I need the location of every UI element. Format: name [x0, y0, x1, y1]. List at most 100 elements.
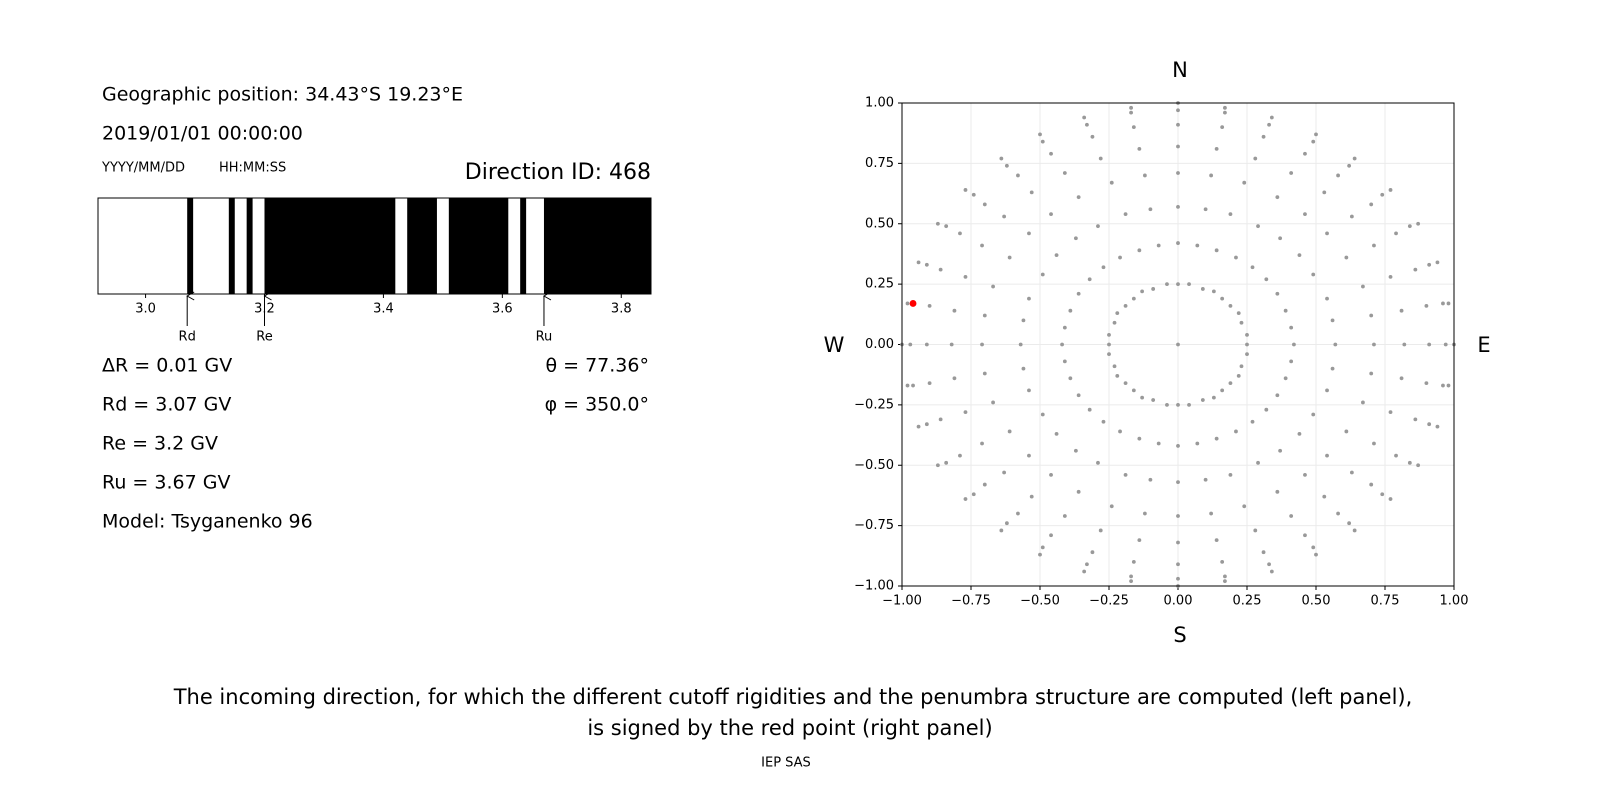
direction-point	[911, 383, 915, 388]
direction-point	[1352, 156, 1357, 161]
direction-point	[1278, 448, 1283, 453]
direction-point	[1148, 477, 1153, 482]
direction-point	[1151, 287, 1156, 291]
direction-point	[1118, 255, 1122, 260]
direction-point	[1369, 313, 1374, 318]
direction-point	[1176, 122, 1180, 127]
direction-point	[1040, 412, 1045, 417]
direction-point	[963, 497, 968, 501]
direction-point	[1195, 441, 1200, 446]
direction-point	[1176, 171, 1180, 175]
direction-point	[1325, 453, 1329, 458]
direction-point	[1336, 511, 1340, 516]
result-line: Ru = 3.67 GV	[102, 472, 230, 494]
direction-point	[1424, 303, 1429, 308]
direction-point	[1250, 419, 1255, 424]
direction-point	[1076, 195, 1081, 200]
direction-point	[1402, 342, 1407, 347]
direction-point	[1380, 492, 1385, 497]
direction-point	[1223, 110, 1227, 115]
direction-point	[1131, 125, 1136, 130]
direction-point	[1267, 122, 1271, 127]
direction-point	[949, 342, 954, 347]
direction-point	[1129, 574, 1133, 579]
direction-point	[1076, 393, 1081, 398]
forbidden-band	[264, 198, 396, 294]
direction-point	[1427, 422, 1432, 427]
direction-point	[1275, 291, 1280, 296]
direction-point	[1303, 533, 1307, 538]
direction-point	[1214, 436, 1219, 441]
direction-point	[1394, 231, 1398, 236]
direction-point	[1029, 190, 1034, 195]
direction-point	[1311, 412, 1316, 417]
caption-line: The incoming direction, for which the di…	[173, 685, 1413, 709]
direction-point	[1443, 342, 1448, 347]
direction-point	[1330, 318, 1335, 323]
direction-point	[1176, 342, 1180, 347]
direction-point	[982, 202, 987, 207]
direction-point	[1142, 173, 1147, 178]
direction-point	[927, 381, 932, 386]
direction-point	[1369, 202, 1374, 207]
direction-point	[935, 221, 940, 226]
penumbra-bars	[187, 198, 651, 294]
direction-point	[1085, 122, 1089, 127]
direction-point	[1062, 514, 1067, 518]
forbidden-band	[228, 198, 235, 294]
direction-point	[924, 262, 929, 267]
direction-point	[1109, 504, 1114, 509]
time-format: HH:MM:SS	[219, 161, 286, 176]
direction-point	[1446, 301, 1451, 306]
compass-south: S	[1173, 623, 1186, 647]
axes-frame	[97, 197, 652, 295]
x-tick-label: 3.4	[373, 302, 394, 317]
direction-point	[1087, 277, 1092, 282]
direction-point	[1200, 287, 1205, 291]
direction-point	[1040, 545, 1045, 550]
direction-point	[1333, 342, 1338, 347]
y-tick-label: −0.50	[854, 458, 894, 473]
direction-point	[1176, 241, 1180, 245]
y-tick-label: −0.25	[854, 397, 894, 412]
direction-point	[1049, 473, 1053, 477]
direction-point	[1054, 253, 1059, 258]
direction-point	[1275, 195, 1280, 200]
angle-line: θ = 77.36°	[545, 355, 649, 377]
direction-point	[1289, 325, 1294, 330]
direction-point	[1269, 569, 1274, 574]
direction-point	[1427, 262, 1432, 267]
direction-point	[1073, 448, 1078, 453]
penumbra-axis: 3.0 3.2 3.4 3.6 3.8Rd Re Ru	[135, 291, 632, 345]
direction-point	[905, 301, 910, 306]
x-tick-label: 0.25	[1233, 594, 1262, 609]
direction-point	[1187, 282, 1191, 287]
direction-point	[1176, 444, 1180, 448]
selected-direction	[909, 300, 917, 307]
direction-point	[1435, 424, 1440, 429]
direction-point	[1062, 171, 1067, 175]
direction-point	[1101, 419, 1106, 424]
direction-point	[1176, 204, 1180, 209]
direction-point	[1137, 538, 1142, 543]
direction-point	[1082, 569, 1087, 574]
result-line: ΔR = 0.01 GV	[102, 355, 232, 377]
direction-point	[1131, 296, 1136, 301]
direction-point	[1242, 504, 1247, 509]
direction-point	[1176, 540, 1180, 545]
direction-point	[1256, 224, 1260, 229]
direction-point	[1256, 460, 1260, 465]
direction-point	[958, 231, 962, 236]
forbidden-band	[246, 198, 253, 294]
direction-point	[1209, 173, 1214, 178]
direction-point	[1228, 381, 1233, 386]
direction-point	[1002, 470, 1007, 475]
direction-point	[1131, 388, 1136, 393]
direction-point	[1027, 231, 1031, 236]
direction-point	[1129, 105, 1133, 110]
forbidden-band	[407, 198, 437, 294]
direction-point	[905, 383, 910, 388]
direction-point	[1297, 431, 1302, 436]
direction-point	[1200, 398, 1205, 402]
forbidden-band	[187, 198, 194, 294]
